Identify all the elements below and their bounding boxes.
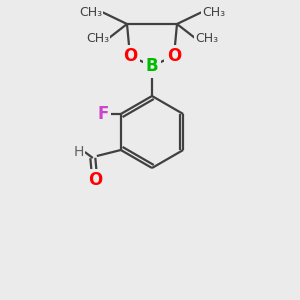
- Text: H: H: [74, 145, 84, 159]
- Text: CH₃: CH₃: [86, 32, 109, 44]
- Text: O: O: [88, 171, 102, 189]
- Text: B: B: [146, 57, 158, 75]
- Text: O: O: [167, 47, 181, 65]
- Text: CH₃: CH₃: [79, 5, 102, 19]
- Text: O: O: [123, 47, 137, 65]
- Text: CH₃: CH₃: [195, 32, 218, 44]
- Text: CH₃: CH₃: [202, 5, 225, 19]
- Text: F: F: [97, 105, 109, 123]
